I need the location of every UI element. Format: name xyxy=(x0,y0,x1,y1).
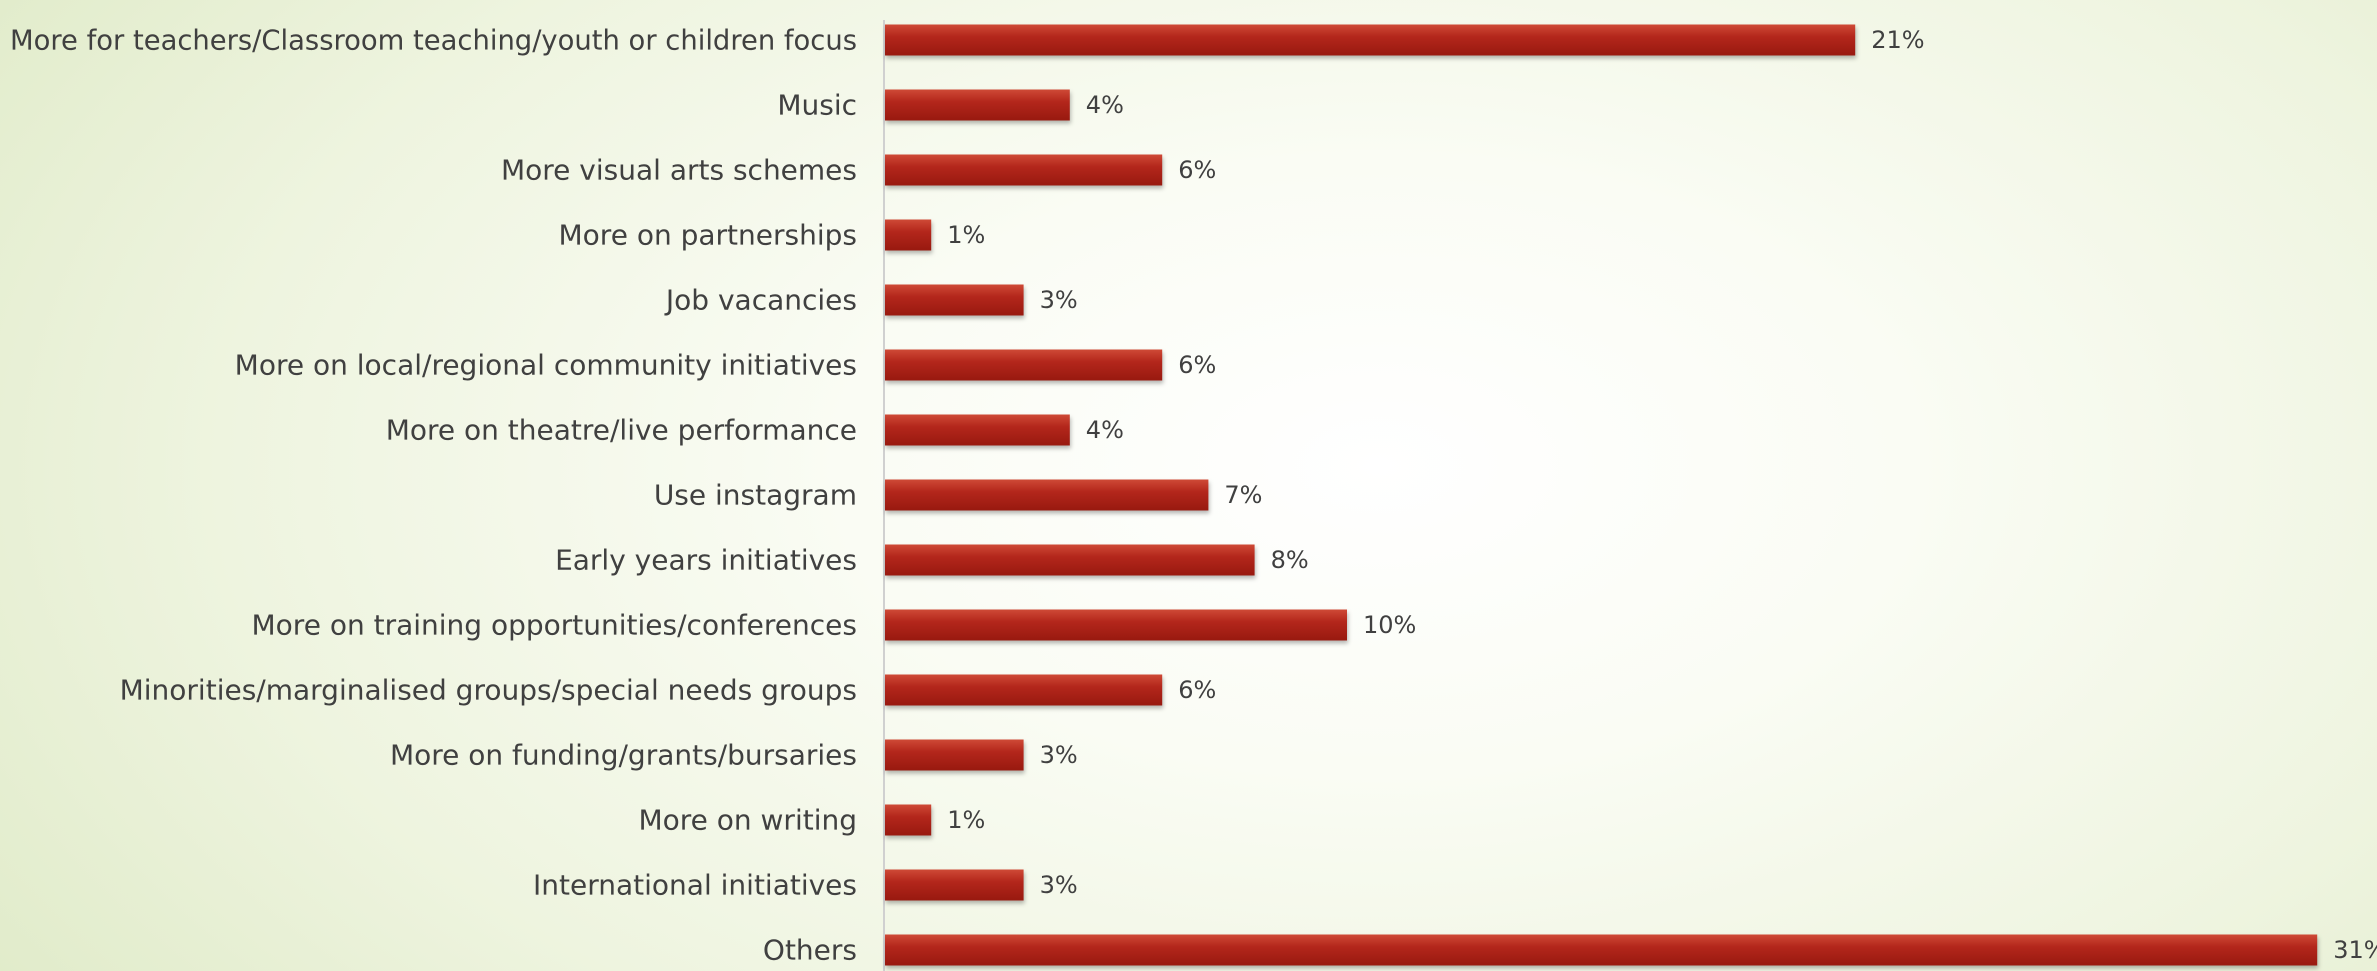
category-label-0: More for teachers/Classroom teaching/you… xyxy=(10,24,857,57)
value-label-2: 6% xyxy=(1178,156,1216,184)
value-label-7: 7% xyxy=(1224,481,1262,509)
category-label-10: Minorities/marginalised groups/special n… xyxy=(120,674,857,707)
category-label-4: Job vacancies xyxy=(664,284,857,317)
value-label-6: 4% xyxy=(1086,416,1124,444)
category-label-13: International initiatives xyxy=(533,869,857,902)
bar-0 xyxy=(885,24,1856,56)
bar-3 xyxy=(885,219,932,251)
bar-11 xyxy=(885,739,1024,771)
bar-12 xyxy=(885,804,932,836)
category-label-8: Early years initiatives xyxy=(555,544,857,577)
category-label-11: More on funding/grants/bursaries xyxy=(390,739,857,772)
value-label-1: 4% xyxy=(1086,91,1124,119)
bar-9 xyxy=(885,609,1347,641)
value-label-13: 3% xyxy=(1040,871,1078,899)
category-labels: More for teachers/Classroom teaching/you… xyxy=(10,24,857,967)
category-label-12: More on writing xyxy=(638,804,857,837)
category-label-9: More on training opportunities/conferenc… xyxy=(252,609,857,642)
bar-6 xyxy=(885,414,1070,446)
bar-1 xyxy=(885,89,1070,121)
category-label-5: More on local/regional community initiat… xyxy=(235,349,857,382)
value-label-3: 1% xyxy=(947,221,985,249)
value-label-14: 31% xyxy=(2333,936,2377,964)
value-label-0: 21% xyxy=(1871,26,1924,54)
value-label-5: 6% xyxy=(1178,351,1216,379)
value-labels: 21% 4% 6% 1% 3% 6% 4% 7% 8% 10% 6% 3% 1% 3% 31% xyxy=(947,26,2377,964)
category-label-14: Others xyxy=(763,934,857,967)
value-label-12: 1% xyxy=(947,806,985,834)
bar-13 xyxy=(885,869,1024,901)
value-label-8: 8% xyxy=(1271,546,1309,574)
bar-8 xyxy=(885,544,1255,576)
bars-layer xyxy=(885,24,2318,966)
bar-4 xyxy=(885,284,1024,316)
bar-7 xyxy=(885,479,1209,511)
bar-5 xyxy=(885,349,1163,381)
bar-14 xyxy=(885,934,2318,966)
value-label-10: 6% xyxy=(1178,676,1216,704)
value-label-4: 3% xyxy=(1040,286,1078,314)
value-label-9: 10% xyxy=(1363,611,1416,639)
category-label-7: Use instagram xyxy=(654,479,857,512)
category-label-6: More on theatre/live performance xyxy=(386,414,857,447)
category-label-1: Music xyxy=(777,89,857,122)
bar-2 xyxy=(885,154,1163,186)
bar-10 xyxy=(885,674,1163,706)
category-label-2: More visual arts schemes xyxy=(501,154,857,187)
category-label-3: More on partnerships xyxy=(559,219,857,252)
value-label-11: 3% xyxy=(1040,741,1078,769)
